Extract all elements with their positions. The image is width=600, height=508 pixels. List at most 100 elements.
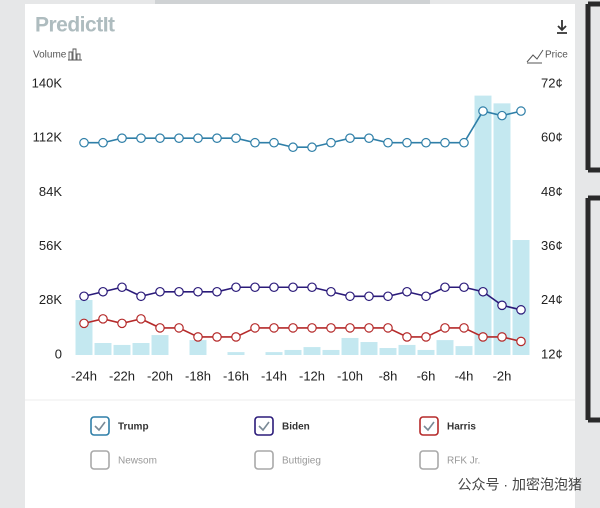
logo: PredictIt xyxy=(35,14,115,37)
point-marker xyxy=(269,137,279,148)
y2-tick-label: 36¢ xyxy=(541,238,563,253)
volume-bar xyxy=(398,344,416,355)
volume-bar xyxy=(284,349,302,355)
legend-label: Trump xyxy=(118,422,149,433)
legend-label: Buttigieg xyxy=(282,456,321,467)
x-tick-label: -10h xyxy=(337,368,363,383)
point-marker xyxy=(307,142,317,153)
point-marker xyxy=(155,133,165,143)
volume-bar xyxy=(474,95,492,355)
legend-label: RFK Jr. xyxy=(447,456,480,467)
volume-bar xyxy=(436,340,454,355)
y2-tick-label: 12¢ xyxy=(541,346,563,361)
volume-bar xyxy=(227,352,245,355)
checkbox[interactable] xyxy=(254,416,274,436)
point-marker xyxy=(155,286,165,297)
legend-item[interactable]: Harris xyxy=(419,416,476,436)
checkbox[interactable] xyxy=(419,416,439,436)
checkbox[interactable] xyxy=(90,416,110,436)
point-marker xyxy=(231,133,241,143)
point-marker xyxy=(269,323,279,333)
point-marker xyxy=(79,318,89,329)
legend-item[interactable]: Newsom xyxy=(90,450,157,470)
point-marker xyxy=(250,323,260,333)
point-marker xyxy=(478,286,488,297)
point-marker xyxy=(136,314,146,324)
x-tick-label: -16h xyxy=(223,368,249,383)
point-marker xyxy=(117,282,127,293)
point-marker xyxy=(421,137,431,148)
y2-tick-label: 24¢ xyxy=(541,292,563,307)
checkbox[interactable] xyxy=(254,450,274,470)
point-marker xyxy=(364,133,374,143)
point-marker xyxy=(307,323,317,333)
volume-bar xyxy=(341,337,359,355)
download-button[interactable] xyxy=(557,20,567,34)
point-marker xyxy=(193,332,203,342)
point-marker xyxy=(345,291,355,302)
x-tick-label: -18h xyxy=(185,368,211,383)
x-tick-label: -6h xyxy=(417,368,436,383)
point-marker xyxy=(155,323,165,333)
point-marker xyxy=(421,332,431,342)
point-marker xyxy=(402,332,412,342)
y-tick-label: 56K xyxy=(39,238,62,253)
checkbox[interactable] xyxy=(90,450,110,470)
point-marker xyxy=(440,137,450,148)
point-marker xyxy=(307,282,317,293)
point-marker xyxy=(459,282,469,293)
y-tick-label: 84K xyxy=(39,184,62,199)
point-marker xyxy=(326,137,336,148)
legend-item[interactable]: Trump xyxy=(90,416,149,436)
point-marker xyxy=(136,133,146,143)
y-tick-label: 28K xyxy=(39,292,62,307)
point-marker xyxy=(193,286,203,297)
check-mark xyxy=(258,421,270,432)
side-frame xyxy=(585,1,600,423)
check-mark xyxy=(423,421,435,432)
point-marker xyxy=(440,323,450,333)
point-marker xyxy=(459,323,469,333)
y-tick-label: 0 xyxy=(55,346,62,361)
point-marker xyxy=(345,323,355,333)
point-marker xyxy=(516,336,526,347)
point-marker xyxy=(98,137,108,148)
point-marker xyxy=(212,286,222,297)
point-marker xyxy=(288,282,298,293)
point-marker xyxy=(117,133,127,143)
point-marker xyxy=(79,137,89,148)
checkbox[interactable] xyxy=(419,450,439,470)
legend-item[interactable]: RFK Jr. xyxy=(419,450,480,470)
point-marker xyxy=(497,110,507,121)
volume-bar xyxy=(113,344,131,355)
point-marker xyxy=(174,323,184,333)
point-marker xyxy=(212,133,222,143)
point-marker xyxy=(174,133,184,143)
legend-item[interactable]: Biden xyxy=(254,416,310,436)
x-tick-label: -2h xyxy=(493,368,512,383)
x-tick-label: -8h xyxy=(379,368,398,383)
point-marker xyxy=(98,314,108,324)
point-marker xyxy=(326,286,336,297)
volume-bar xyxy=(360,342,378,355)
volume-bar xyxy=(322,349,340,355)
point-marker xyxy=(288,323,298,333)
point-marker xyxy=(497,300,507,311)
volume-bar xyxy=(303,347,321,355)
legend-item[interactable]: Buttigieg xyxy=(254,450,321,470)
point-marker xyxy=(174,286,184,297)
volume-bar xyxy=(151,335,169,355)
y-axis-label: Volume xyxy=(33,50,67,61)
top-tab xyxy=(155,0,430,5)
point-marker xyxy=(345,133,355,143)
point-marker xyxy=(516,106,526,116)
download-icon[interactable] xyxy=(557,20,567,34)
y2-tick-label: 48¢ xyxy=(541,184,563,199)
point-marker xyxy=(497,332,507,342)
point-marker xyxy=(269,282,279,293)
point-marker xyxy=(326,323,336,333)
point-marker xyxy=(364,291,374,302)
watermark: 公众号 · 加密泡泡猪 xyxy=(458,477,582,493)
volume-bar xyxy=(265,352,283,355)
point-marker xyxy=(383,323,393,333)
